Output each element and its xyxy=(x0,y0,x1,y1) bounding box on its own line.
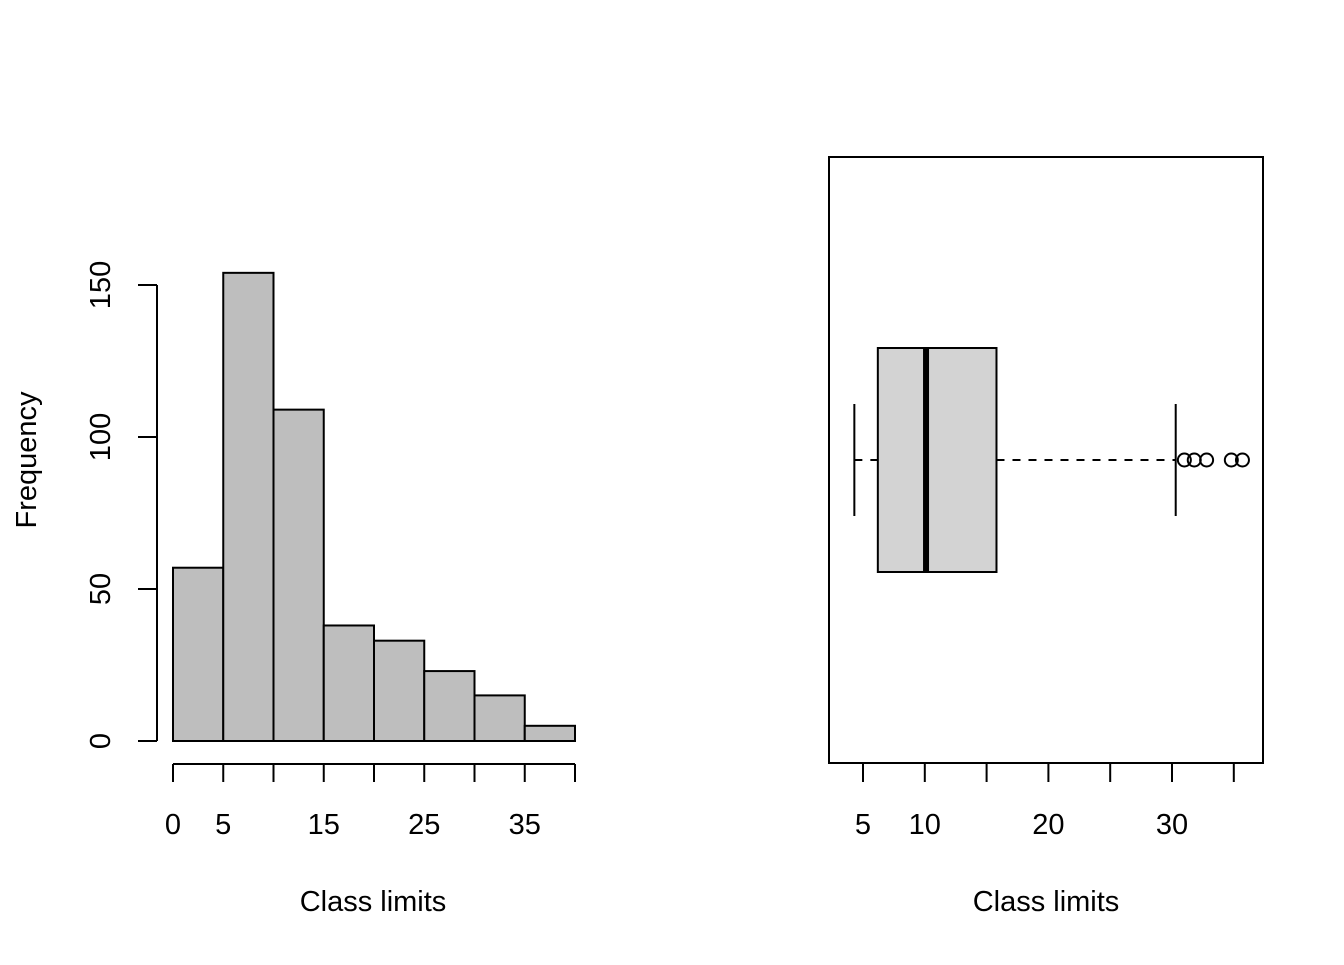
histogram-bar xyxy=(473,694,526,743)
histogram-bar xyxy=(423,670,476,743)
boxplot-outlier xyxy=(1223,452,1239,468)
histogram-bars xyxy=(172,271,576,743)
histogram-bar xyxy=(272,408,325,742)
histogram-x-tick-label: 15 xyxy=(308,809,340,841)
boxplot-outlier xyxy=(1186,452,1202,468)
histogram-panel: 0 50 100 150 0 5 15 25 35 Class limits Frequenc… xyxy=(11,261,576,918)
histogram-x-axis-label: Class limits xyxy=(300,886,447,918)
boxplot-outlier xyxy=(1234,452,1250,468)
histogram-y-tick-label: 150 xyxy=(85,261,117,309)
histogram-y-tick-label: 100 xyxy=(85,413,117,461)
boxplot-x-axis: 5 10 20 30 xyxy=(855,763,1235,841)
histogram-y-tick-label: 50 xyxy=(85,573,117,605)
histogram-x-axis: 0 5 15 25 35 xyxy=(165,763,576,841)
histogram-x-tick-label: 25 xyxy=(408,809,440,841)
boxplot-x-tick-label: 10 xyxy=(909,809,941,841)
histogram-x-tick-label: 35 xyxy=(509,809,541,841)
histogram-y-tick-label: 0 xyxy=(85,733,117,749)
histogram-y-axis: 0 50 100 150 xyxy=(85,261,158,749)
histogram-x-tick-label: 5 xyxy=(215,809,231,841)
histogram-bar xyxy=(373,639,426,742)
boxplot-panel: 5 10 20 30 Class limits xyxy=(828,156,1264,918)
histogram-x-tick-label: 0 xyxy=(165,809,181,841)
boxplot-x-tick-label: 20 xyxy=(1032,809,1064,841)
histogram-bar xyxy=(172,566,225,742)
histogram-bar xyxy=(523,724,576,742)
histogram-bar xyxy=(322,624,375,742)
histogram-bar xyxy=(222,271,275,742)
boxplot-outlier xyxy=(1176,452,1192,468)
boxplot-box xyxy=(876,347,998,573)
boxplot-x-tick-label: 30 xyxy=(1156,809,1188,841)
boxplot-x-axis-label: Class limits xyxy=(973,886,1120,918)
boxplot-x-tick-label: 5 xyxy=(855,809,871,841)
boxplot-body xyxy=(853,347,1250,573)
boxplot-outlier xyxy=(1199,452,1215,468)
histogram-y-axis-label: Frequency xyxy=(11,391,43,529)
boxplot-frame xyxy=(828,156,1264,764)
